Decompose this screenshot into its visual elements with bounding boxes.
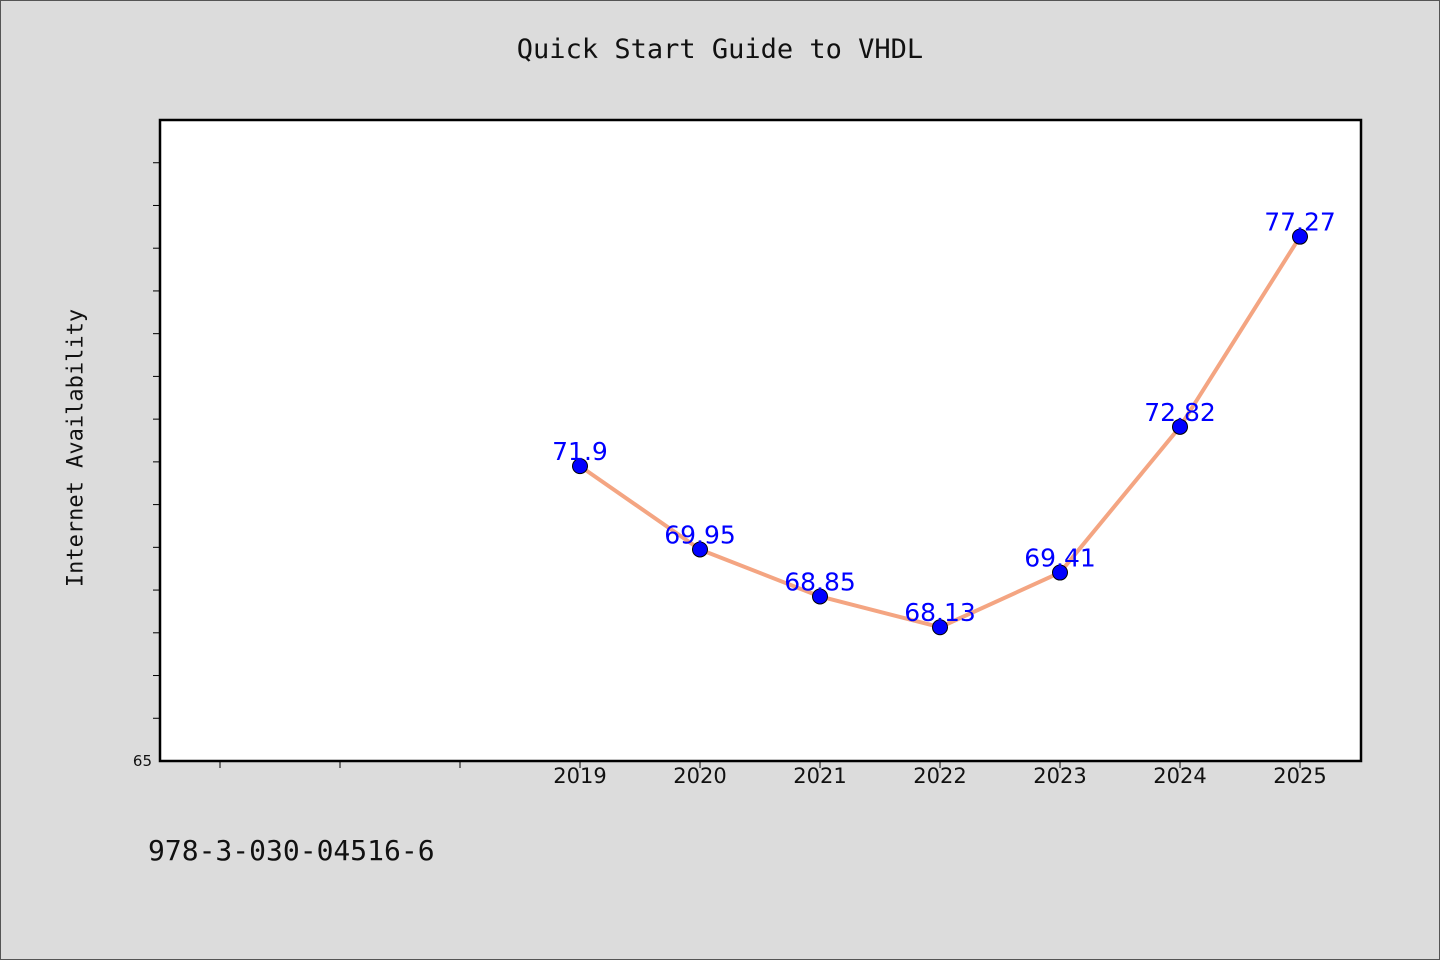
data-point: [1292, 228, 1308, 245]
data-point: [1172, 418, 1188, 435]
plot-area: [158, 118, 1363, 763]
data-point: [1052, 564, 1068, 581]
data-label: 77.27: [1264, 208, 1336, 237]
data-label: 69.41: [1024, 544, 1096, 573]
data-points: [572, 228, 1308, 636]
chart-title: Quick Start Guide to VHDL: [516, 34, 924, 65]
data-labels: 71.9 69.95 68.85 68.13 69.41 72.82 77.27: [552, 208, 1336, 628]
x-tick-label: 2021: [793, 764, 846, 788]
data-point: [812, 588, 828, 605]
data-label: 69.95: [664, 520, 736, 549]
data-label: 71.9: [552, 437, 608, 466]
y-tick-label: 65: [133, 752, 152, 770]
data-point: [572, 458, 588, 475]
data-label: 68.85: [784, 567, 856, 596]
x-tick-label: 2025: [1273, 764, 1326, 788]
data-label: 72.82: [1144, 398, 1216, 427]
x-tick-label: 2022: [913, 764, 966, 788]
data-point: [932, 619, 948, 636]
x-tick-label: 2019: [553, 764, 606, 788]
data-label: 68.13: [904, 598, 976, 627]
isbn-text: 978-3-030-04516-6: [148, 834, 435, 867]
data-point: [692, 541, 708, 558]
axes: 65 2019 2020 2021 2022 2023 2024 2025: [133, 162, 1327, 788]
x-tick-label: 2024: [1153, 764, 1206, 788]
x-tick-label: 2020: [673, 764, 726, 788]
x-tick-label: 2023: [1033, 764, 1086, 788]
